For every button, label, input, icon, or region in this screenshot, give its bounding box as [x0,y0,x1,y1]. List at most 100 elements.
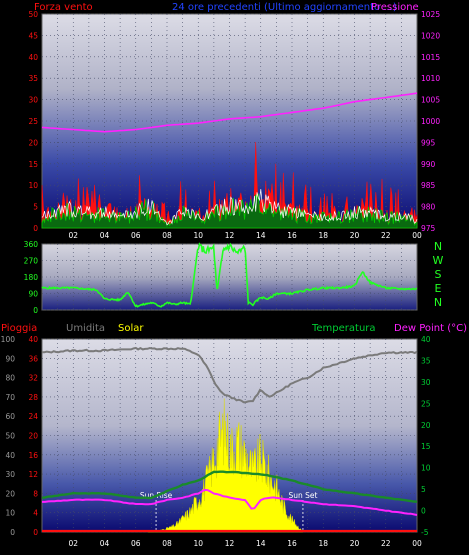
y-axis-right: 975 980 985 990 995 1000 1005 1010 1015 1020 1025 [421,10,440,233]
x-tick-label: 10 [193,231,203,240]
x-tick-label: 20 [350,231,360,240]
y-tick-label: 1015 [421,53,440,62]
y-tick-label: 25 [28,117,38,126]
y-tick-label: 15 [421,442,431,451]
y-tick-label: 45 [28,31,38,40]
y-tick-label: 80 [5,374,15,383]
wind-direction-line [41,242,417,308]
y-tick-label: 1025 [421,10,440,19]
y-tick-label: 20 [28,432,38,441]
x-tick-label: 18 [318,539,328,548]
x-tick-label: 10 [193,539,203,548]
x-tick-label: 12 [225,539,235,548]
x-tick-label: 06 [131,231,141,240]
y-axis-rain: 0 4 8 12 16 20 24 28 32 36 40 [28,335,38,537]
x-tick-label: 00 [412,539,422,548]
y-tick-label: 40 [28,53,38,62]
y-tick-label: 4 [33,509,38,518]
y-tick-label: 0 [33,528,38,537]
y-tick-label: 35 [421,356,431,365]
x-tick-label: 04 [100,539,110,548]
y-tick-label: 270 [24,257,39,266]
x-tick-label: 08 [162,231,172,240]
x-tick-label: 16 [287,231,297,240]
pressure-label: Pressione [371,2,419,13]
y-tick-label: 30 [421,378,431,387]
x-axis-ticks: 02 04 06 08 10 12 14 16 18 20 22 00 [68,231,422,240]
y-tick-label: 1000 [421,117,440,126]
y-tick-label: 980 [421,203,436,212]
y-tick-label: 20 [5,489,15,498]
series-marks [41,242,417,308]
rain-label: Pioggia [1,323,37,334]
y-tick-label: 24 [28,412,38,421]
y-tick-label: 28 [28,393,38,402]
y-tick-label: 15 [28,160,38,169]
y-tick-label: 990 [421,160,436,169]
y-axis-temperature: -5 0 5 10 15 20 25 30 35 40 [421,335,431,537]
temp-humidity-panel: Pioggia Umidita Solar Temperatura Dew Po… [1,323,467,548]
y-tick-label: 10 [5,509,15,518]
y-tick-label: 5 [33,203,38,212]
compass-letter: N [434,296,442,309]
humidity-label: Umidita [66,323,105,334]
y-tick-label: 10 [28,181,38,190]
x-tick-label: 12 [225,231,235,240]
wind-avg-line [41,189,418,226]
y-tick-label: 25 [421,399,431,408]
y-tick-label: 995 [421,138,436,147]
x-axis-ticks: 02 04 06 08 10 12 14 16 18 20 22 00 [68,539,422,548]
compass-letter: S [435,268,442,281]
x-tick-label: 06 [131,539,141,548]
humidity-line [42,346,418,404]
y-tick-label: 60 [5,412,15,421]
x-tick-label: 22 [381,539,391,548]
y-tick-label: -5 [421,528,429,537]
y-tick-label: 1020 [421,31,440,40]
dewpoint-label: Dew Point (°C) [394,323,467,334]
wind-avg-area [41,193,418,229]
y-tick-label: 90 [28,290,38,299]
y-tick-label: 100 [1,335,16,344]
y-tick-label: 35 [28,74,38,83]
y-tick-label: 0 [33,224,38,233]
y-tick-label: 12 [28,470,38,479]
y-tick-label: 40 [421,335,431,344]
series-marks [41,92,418,229]
x-tick-label: 00 [412,231,422,240]
chart-title: 24 ore precedenti (Ultimo aggiornamento … [172,2,397,13]
x-tick-label: 02 [68,231,78,240]
y-tick-label: 1010 [421,74,440,83]
y-tick-label: 16 [28,451,38,460]
y-tick-label: 975 [421,224,436,233]
temperature-label: Temperatura [311,323,376,334]
y-tick-label: 40 [28,335,38,344]
sunset-label: Sun Set [288,491,317,500]
x-tick-label: 18 [318,231,328,240]
y-tick-label: 180 [24,273,39,282]
y-tick-label: 0 [421,507,426,516]
y-tick-label: 8 [33,489,38,498]
y-tick-label: 36 [28,354,38,363]
solar-label: Solar [118,323,144,334]
compass-letter: W [433,254,444,267]
y-tick-label: 0 [10,528,15,537]
y-axis-left: 0 5 10 15 20 25 30 35 40 45 50 [28,10,38,233]
y-tick-label: 30 [28,96,38,105]
y-tick-label: 50 [5,432,15,441]
y-tick-label: 1005 [421,96,440,105]
x-tick-label: 04 [100,231,110,240]
y-axis-left: 0 90 180 270 360 [24,240,39,315]
y-axis-humidity: 0 10 20 30 40 50 60 70 80 90 100 [1,335,16,537]
y-tick-label: 20 [421,421,431,430]
gridlines [42,243,417,311]
y-tick-label: 90 [5,354,15,363]
wind-label: Forza vento [34,2,93,13]
x-tick-label: 14 [256,231,266,240]
y-tick-label: 10 [421,464,431,473]
pressure-line [41,92,418,133]
compass-letter: N [434,240,442,253]
